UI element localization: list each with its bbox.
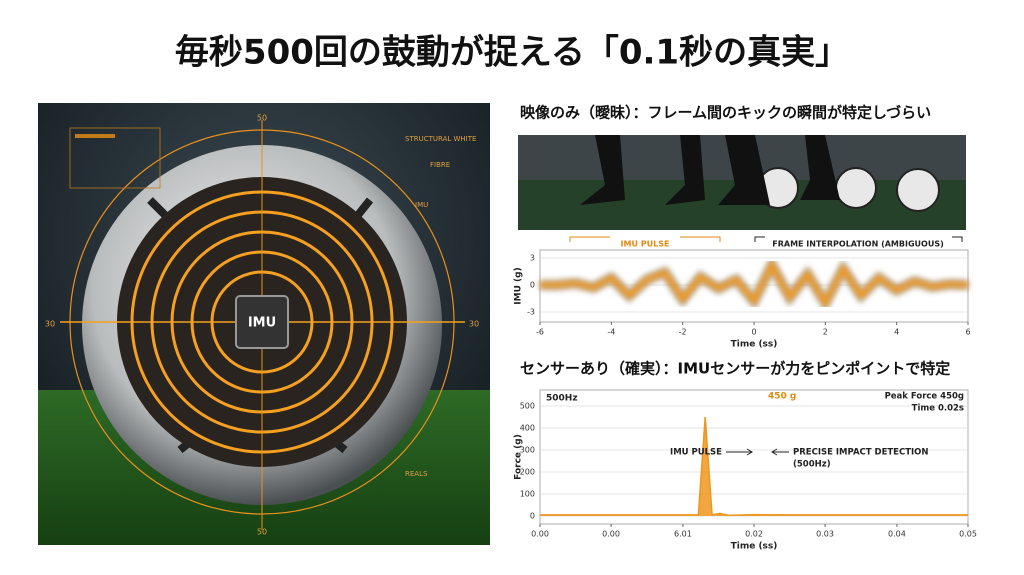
x-tick-label: 0.03 — [816, 530, 834, 539]
image-label: 30 — [469, 320, 479, 329]
x-tick-label: 0.04 — [888, 530, 906, 539]
annotation: FRAME INTERPOLATION (AMBIGUOUS) — [772, 240, 944, 249]
annotation: PRECISE IMPACT DETECTION — [793, 448, 929, 458]
chart-heading: センサーあり（確実）：IMUセンサーが力をピンポイントで特定 — [520, 360, 950, 378]
x-tick-label: 0.02 — [745, 530, 763, 539]
signal-line — [540, 258, 969, 310]
annotation: 450 g — [768, 392, 796, 402]
annotation: 500Hz — [546, 394, 578, 404]
ball-image — [38, 103, 490, 545]
annotation: IMU PULSE — [670, 448, 722, 458]
y-tick-label: 200 — [520, 468, 535, 477]
x-tick-label: 0 — [751, 328, 756, 337]
image-label: STRUCTURAL WHITE — [405, 135, 476, 143]
bracket — [754, 236, 963, 242]
bracket — [569, 236, 721, 242]
x-tick-label: 0.05 — [959, 530, 977, 539]
image-label: 50 — [257, 528, 267, 537]
y-tick-label: 100 — [520, 490, 535, 499]
x-tick-label: 0.00 — [602, 530, 620, 539]
image-label: IMU — [415, 201, 428, 209]
x-axis-label: Time (ss) — [731, 340, 778, 350]
x-tick-label: 0.00 — [531, 530, 549, 539]
x-tick-label: 2 — [823, 328, 828, 337]
title: 毎秒500回の鼓動が捉える「0.1秒の真実」 — [175, 33, 849, 73]
y-tick-label: 0 — [530, 512, 535, 521]
y-axis-label: IMU (g) — [514, 267, 524, 304]
image-label: FIBRE — [430, 161, 450, 169]
annotation: Time 0.02s — [912, 404, 964, 414]
x-axis-label: Time (ss) — [731, 542, 778, 552]
annotation: IMU PULSE — [621, 240, 670, 249]
x-tick-label: -6 — [536, 328, 544, 337]
x-tick-label: -4 — [607, 328, 615, 337]
x-tick-label: -2 — [679, 328, 687, 337]
arrow — [726, 448, 753, 456]
y-tick-label: 0 — [530, 281, 535, 290]
y-tick-label: 400 — [520, 424, 535, 433]
force-line — [540, 416, 968, 517]
x-tick-label: 4 — [894, 328, 899, 337]
y-axis-label: Force (g) — [514, 434, 524, 480]
arrow — [771, 448, 789, 456]
y-tick-label: -3 — [527, 308, 535, 317]
image-label: 50 — [257, 114, 267, 123]
video-balls — [757, 167, 940, 212]
y-tick-label: 3 — [530, 254, 535, 263]
annotation: (500Hz) — [793, 460, 831, 470]
image-label: 30 — [45, 320, 55, 329]
x-tick-label: 6.01 — [674, 530, 692, 539]
chart-heading: 映像のみ（曖昧）：フレーム間のキックの瞬間が特定しづらい — [520, 104, 931, 122]
image-label: REALS — [405, 470, 428, 478]
force-area — [540, 417, 968, 516]
y-tick-label: 500 — [520, 402, 535, 411]
annotation: Peak Force 450g — [885, 392, 964, 402]
y-tick-label: 300 — [520, 446, 535, 455]
chip-label: IMU — [248, 316, 276, 331]
x-tick-label: 6 — [965, 328, 970, 337]
video-players — [580, 135, 840, 205]
